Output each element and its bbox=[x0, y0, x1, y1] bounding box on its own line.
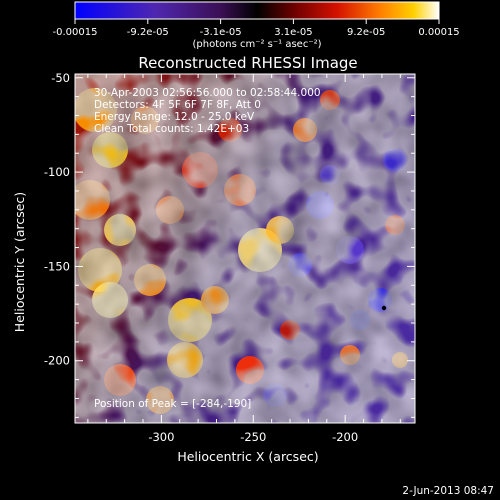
x-tick-labels: -300 -250 -200 bbox=[148, 430, 358, 444]
annotation-energy-range: Energy Range: 12.0 - 25.0 keV bbox=[94, 111, 255, 123]
footer-date: 2-Jun-2013 08:47 bbox=[402, 485, 494, 497]
reconstructed-image bbox=[75, 74, 415, 423]
annotation-time-range: 30-Apr-2003 02:56:56.000 to 02:58:44.000 bbox=[94, 87, 321, 99]
colorbar-units-label: (photons cm⁻² s⁻¹ asec⁻²) bbox=[192, 39, 321, 50]
colorbar-tick-label: 3.1e-05 bbox=[274, 27, 312, 38]
annotations: 30-Apr-2003 02:56:56.000 to 02:58:44.000… bbox=[94, 87, 321, 410]
colorbar-gradient bbox=[74, 1, 440, 20]
colorbar-tick-label: -0.00015 bbox=[53, 27, 98, 38]
annotation-detectors: Detectors: 4F 5F 6F 7F 8F, Att 0 bbox=[94, 99, 261, 111]
x-axis-label: Heliocentric X (arcsec) bbox=[177, 449, 318, 464]
x-tick-label: -300 bbox=[148, 430, 174, 444]
colorbar-tick-label: 9.2e-05 bbox=[347, 27, 385, 38]
x-tick-label: -200 bbox=[332, 430, 358, 444]
colorbar-tick-label: -9.2e-05 bbox=[127, 27, 169, 38]
y-tick-labels: -50 -100 -150 -200 bbox=[44, 71, 70, 368]
peak-marker bbox=[381, 305, 387, 311]
colorbar-tick-label: 0.00015 bbox=[418, 27, 459, 38]
y-tick-label: -50 bbox=[51, 71, 70, 85]
annotation-peak-position: Position of Peak = [-284,-190] bbox=[94, 398, 251, 410]
colorbar: -0.00015 -9.2e-05 -3.1e-05 3.1e-05 9.2e-05 0.… bbox=[53, 1, 460, 50]
y-tick-label: -150 bbox=[44, 259, 70, 273]
y-tick-label: -200 bbox=[44, 354, 70, 368]
annotation-method-counts: Clean Total counts: 1.42E+03 bbox=[94, 123, 249, 135]
x-tick-label: -250 bbox=[240, 430, 266, 444]
y-tick-label: -100 bbox=[44, 165, 70, 179]
y-axis-label: Heliocentric Y (arcsec) bbox=[12, 192, 27, 332]
plot-title: Reconstructed RHESSI Image bbox=[138, 54, 357, 72]
colorbar-tick-labels: -0.00015 -9.2e-05 -3.1e-05 3.1e-05 9.2e-05 0.… bbox=[53, 27, 460, 38]
colorbar-tick-label: -3.1e-05 bbox=[200, 27, 242, 38]
colorbar-ticks bbox=[74, 19, 440, 24]
axis-ticks bbox=[75, 74, 415, 423]
plot-frame bbox=[74, 73, 416, 424]
